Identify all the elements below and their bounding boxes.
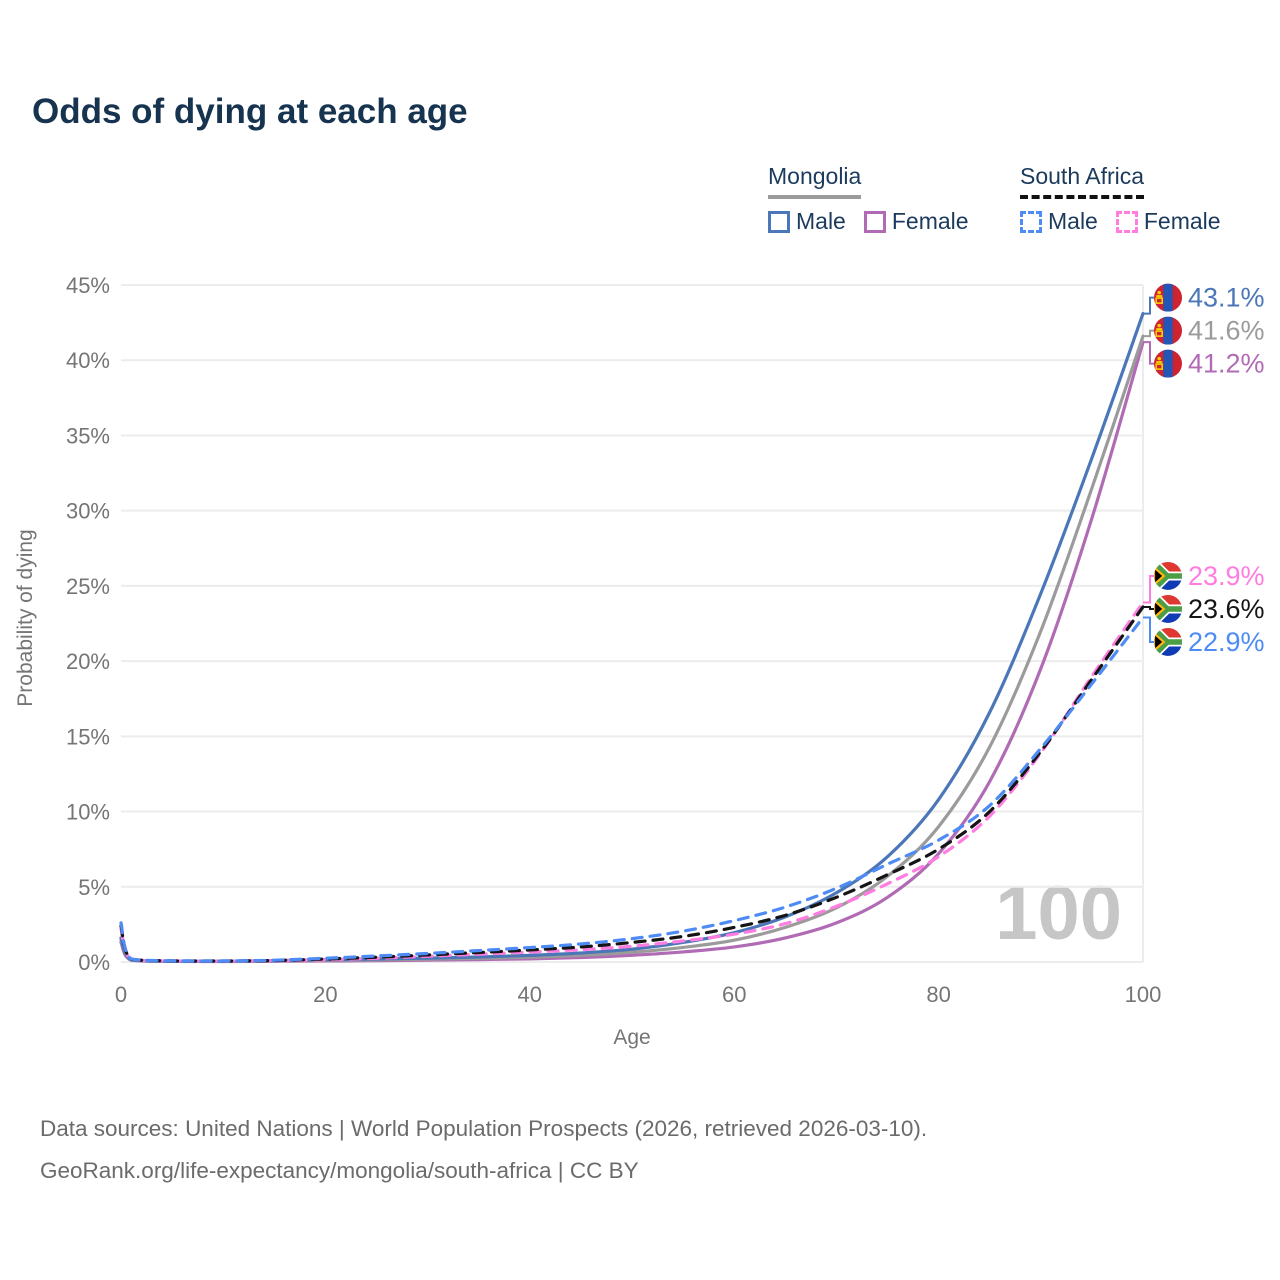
end-label-mongolia-male: 43.1% xyxy=(1188,283,1265,313)
series-line-mongolia-overall[interactable] xyxy=(119,334,1145,963)
y-tick-label: 45% xyxy=(66,273,110,298)
end-label-connector-south-africa-female xyxy=(1143,574,1154,604)
south-africa-male-swatch-icon xyxy=(1020,210,1042,233)
legend-item-mongolia-female[interactable]: Female xyxy=(863,208,969,235)
legend-heading-south-africa[interactable]: South Africa xyxy=(1020,163,1145,199)
end-label-connector-mongolia-female xyxy=(1143,341,1154,365)
y-tick-label: 10% xyxy=(66,800,110,825)
footer: Data sources: United Nations | World Pop… xyxy=(40,1108,1240,1191)
chart-title: Odds of dying at each age xyxy=(32,92,468,131)
south-africa-flag-icon xyxy=(1154,594,1182,623)
x-tick-label: 100 xyxy=(1125,982,1162,1007)
mongolia-flag-icon xyxy=(1154,316,1182,345)
y-tick-label: 0% xyxy=(78,950,110,975)
legend-item-south-africa-female[interactable]: Female xyxy=(1115,208,1221,235)
end-label-connector-south-africa-male xyxy=(1143,616,1154,643)
footer-attribution-line: GeoRank.org/life-expectancy/mongolia/sou… xyxy=(40,1157,639,1183)
end-label-mongolia-overall: 41.6% xyxy=(1188,316,1265,346)
south-africa-flag-icon xyxy=(1154,561,1182,590)
x-tick-label: 20 xyxy=(313,982,337,1007)
end-label-mongolia-female: 41.2% xyxy=(1188,349,1265,379)
south-africa-flag-icon xyxy=(1154,627,1182,656)
legend-label-mongolia-female: Female xyxy=(891,208,969,234)
y-axis-title: Probability of dying xyxy=(14,529,37,707)
y-tick-label: 30% xyxy=(66,499,110,524)
y-tick-label: 5% xyxy=(78,875,110,900)
end-label-south-africa-overall: 23.6% xyxy=(1188,594,1265,624)
series-line-mongolia-male[interactable] xyxy=(119,311,1145,963)
age-watermark: 100 xyxy=(995,871,1122,956)
legend-label-south-africa-male: Male xyxy=(1048,208,1098,234)
legend-label-mongolia-male: Male xyxy=(796,208,846,234)
legend-heading-mongolia[interactable]: Mongolia xyxy=(768,163,862,199)
end-label-connector-mongolia-overall xyxy=(1143,329,1154,338)
end-label-connector-south-africa-overall xyxy=(1143,605,1154,610)
end-label-south-africa-female: 23.9% xyxy=(1188,561,1265,591)
legend-item-mongolia-male[interactable]: Male xyxy=(768,208,846,235)
x-tick-label: 60 xyxy=(722,982,746,1007)
end-label-connector-mongolia-male xyxy=(1143,296,1154,315)
legend-label-south-africa-female: Female xyxy=(1143,208,1221,234)
footer-sources-line: Data sources: United Nations | World Pop… xyxy=(40,1116,928,1141)
legend-item-south-africa-male[interactable]: Male xyxy=(1020,208,1098,235)
mongolia-female-swatch-icon xyxy=(863,210,886,233)
series-line-south-africa-male[interactable] xyxy=(119,615,1145,963)
mongolia-flag-icon xyxy=(1154,283,1182,312)
y-tick-label: 35% xyxy=(66,423,110,448)
legend-group-south-africa: South Africa Male Female xyxy=(1020,163,1221,235)
y-tick-label: 20% xyxy=(66,649,110,674)
x-tick-label: 80 xyxy=(926,982,950,1007)
south-africa-female-swatch-icon xyxy=(1115,210,1138,233)
end-label-south-africa-male: 22.9% xyxy=(1188,627,1265,657)
legend-group-mongolia: Mongolia Male Female xyxy=(768,163,969,235)
mongolia-male-swatch-icon xyxy=(768,210,790,233)
legend-items-mongolia: Male Female xyxy=(768,208,969,235)
series-line-south-africa-overall[interactable] xyxy=(119,605,1145,963)
y-tick-label: 40% xyxy=(66,348,110,373)
x-axis-title: Age xyxy=(613,1026,651,1049)
y-tick-label: 25% xyxy=(66,574,110,599)
series-line-south-africa-female[interactable] xyxy=(119,600,1145,963)
x-tick-label: 0 xyxy=(115,982,127,1007)
y-tick-label: 15% xyxy=(66,724,110,749)
mongolia-flag-icon xyxy=(1154,349,1182,378)
x-tick-label: 40 xyxy=(518,982,542,1007)
legend-items-south-africa: Male Female xyxy=(1020,208,1221,235)
